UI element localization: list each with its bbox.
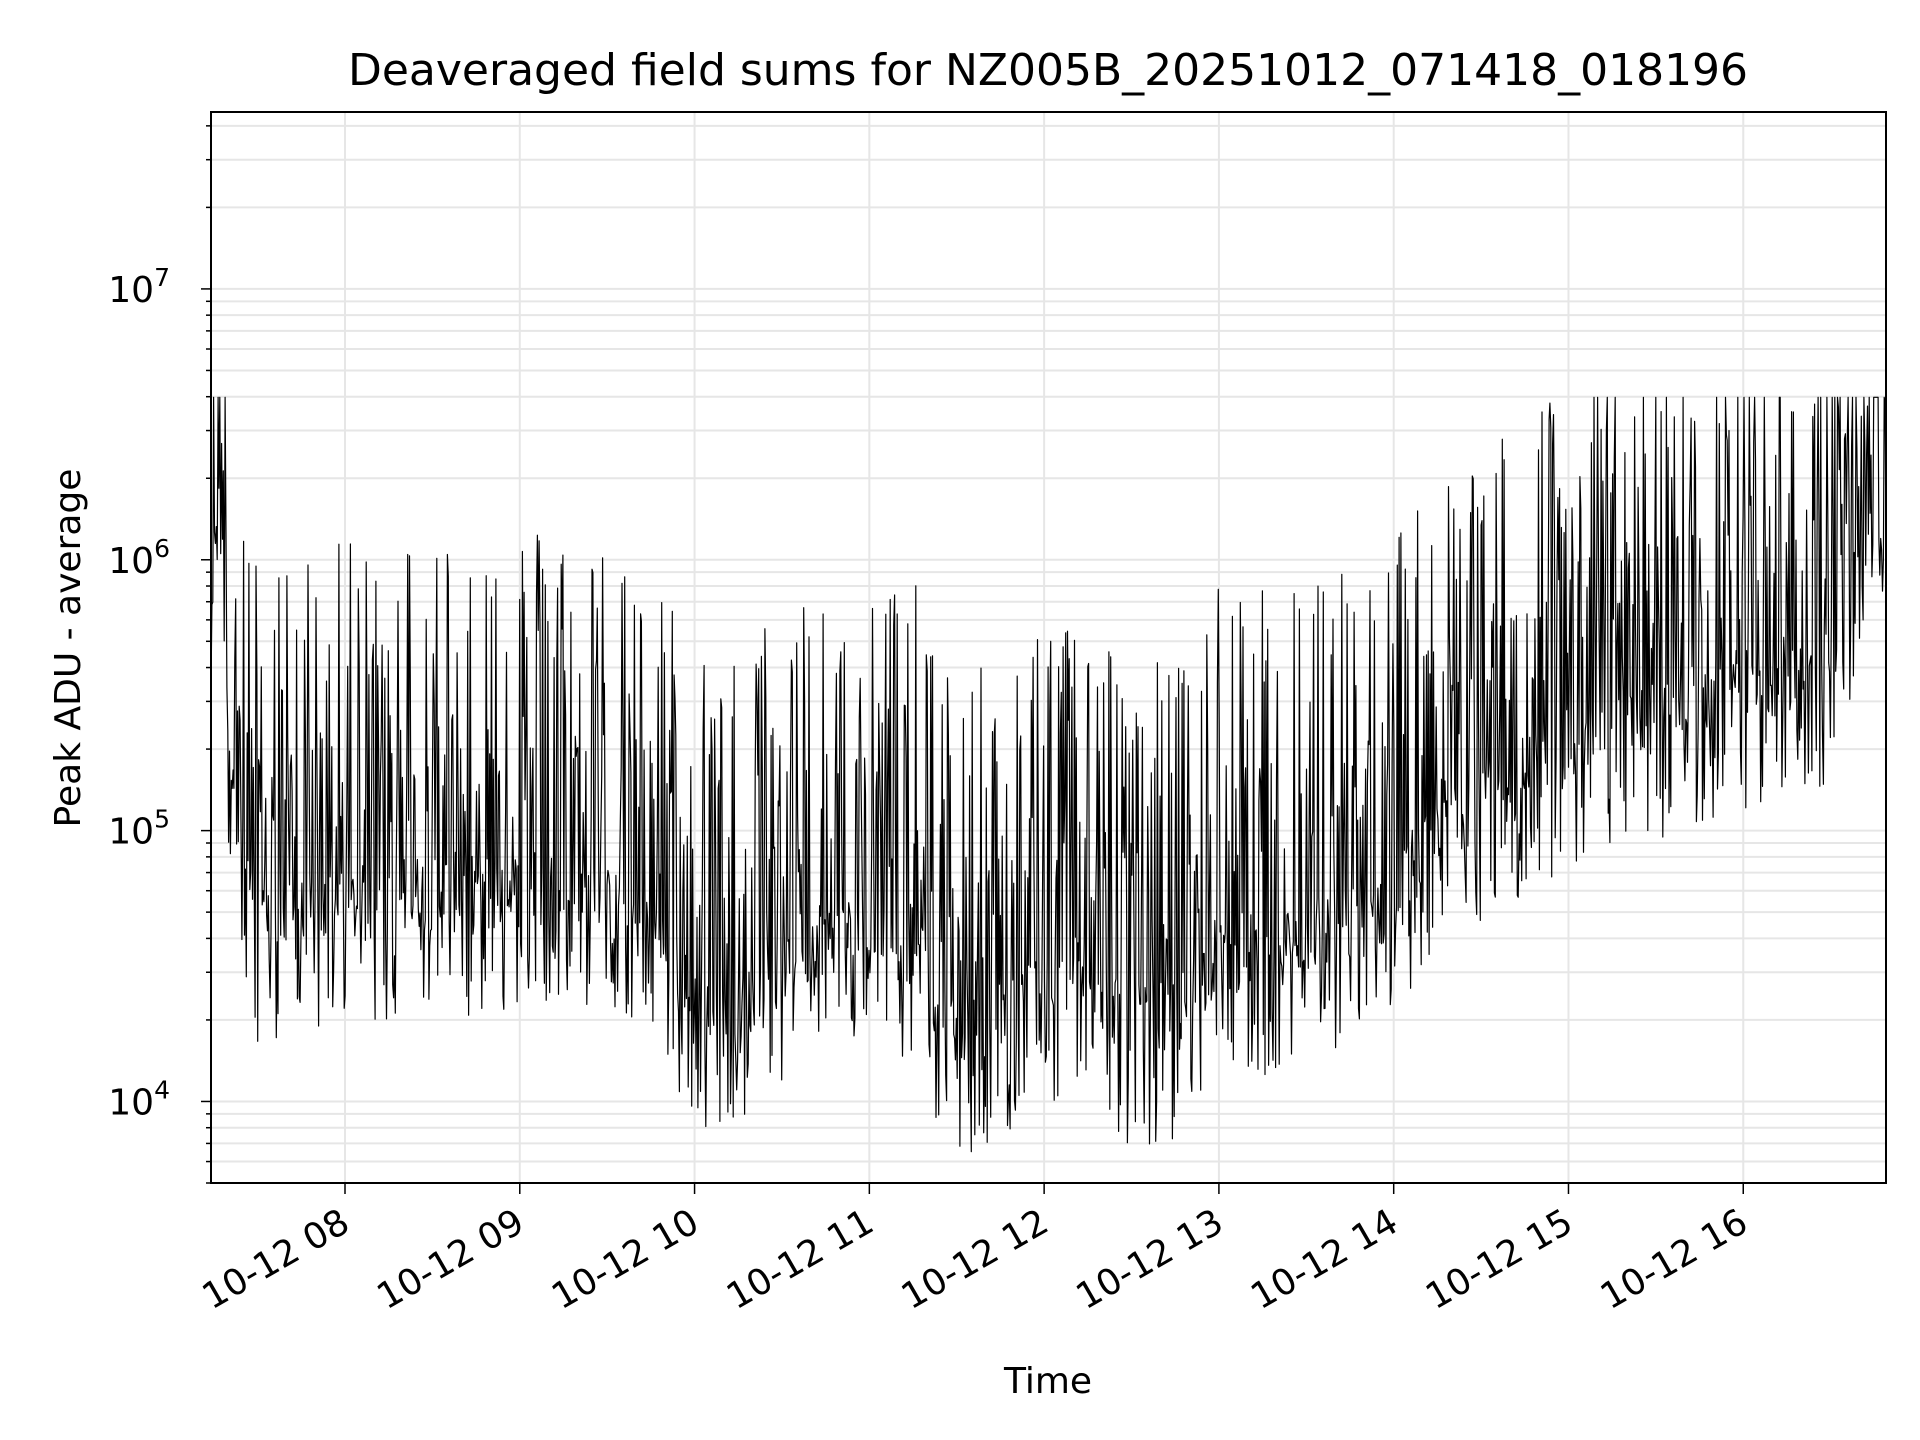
series-line bbox=[210, 396, 1887, 1153]
x-axis-label: Time bbox=[1003, 1361, 1092, 1402]
y-tick-label: 106 bbox=[108, 534, 170, 582]
chart-title: Deaveraged field sums for NZ005B_2025101… bbox=[348, 45, 1748, 96]
y-tick-label: 104 bbox=[108, 1075, 170, 1123]
plot-frame bbox=[210, 111, 1887, 1184]
y-axis-label: Peak ADU - average bbox=[48, 469, 89, 828]
series-line-group bbox=[210, 396, 1887, 1153]
y-axis: 104 105 106 107 bbox=[108, 125, 211, 1184]
y-tick-label: 107 bbox=[108, 263, 170, 311]
y-tick-label: 105 bbox=[108, 805, 170, 853]
